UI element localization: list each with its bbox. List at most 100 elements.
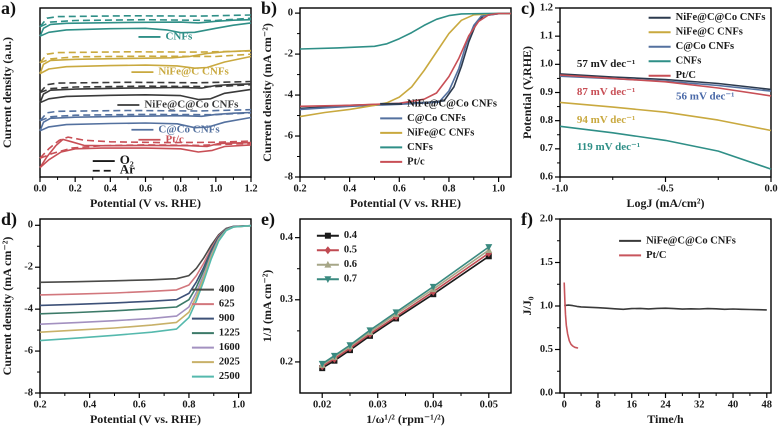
svg-text:-6: -6: [24, 345, 33, 356]
svg-text:C@Co CNFs: C@Co CNFs: [158, 123, 220, 135]
svg-text:0.3: 0.3: [280, 294, 293, 305]
svg-text:8: 8: [595, 399, 600, 410]
svg-text:Time/h: Time/h: [647, 412, 684, 426]
panel-a-label: a): [1, 0, 16, 18]
svg-text:0.8: 0.8: [182, 399, 195, 410]
svg-text:Potential (V vs. RHE): Potential (V vs. RHE): [90, 412, 201, 426]
svg-text:-8: -8: [24, 387, 33, 398]
svg-text:0.5: 0.5: [344, 245, 357, 256]
svg-text:NiFe@C@Co CNFs: NiFe@C@Co CNFs: [407, 98, 497, 109]
svg-text:Current density (a.u.): Current density (a.u.): [0, 37, 14, 148]
svg-text:Pt/c: Pt/c: [165, 133, 183, 145]
svg-text:57 mV dec⁻¹: 57 mV dec⁻¹: [577, 58, 635, 70]
svg-text:1.0: 1.0: [492, 183, 505, 194]
svg-text:-4: -4: [24, 304, 33, 315]
svg-text:1.0: 1.0: [232, 399, 245, 410]
svg-text:0.4: 0.4: [104, 183, 118, 194]
svg-text:0.7: 0.7: [540, 143, 553, 154]
svg-text:Ar: Ar: [120, 162, 135, 177]
panel-a: a) 0.0 0.2 0.4 0.6 0.8 1.0 1.2 CNFs NiFe@C CNFs N…: [0, 0, 259, 211]
panel-d: d) 0.2 0.4 0.6 0.8 1.0 0 -2 -4 -6 -8 400 625 900 1225…: [0, 209, 259, 427]
svg-text:0.0: 0.0: [33, 183, 46, 194]
panel-f-label: f): [521, 209, 533, 229]
svg-text:Potential (V,RHE): Potential (V,RHE): [520, 46, 534, 139]
svg-text:Pt/C: Pt/C: [676, 70, 696, 81]
svg-text:0.02: 0.02: [313, 399, 331, 410]
svg-text:0.4: 0.4: [343, 183, 357, 194]
svg-text:0.4: 0.4: [280, 232, 294, 243]
svg-text:2.0: 2.0: [540, 213, 553, 224]
svg-text:J/J₀: J/J₀: [520, 296, 534, 315]
svg-text:1.2: 1.2: [244, 183, 257, 194]
svg-text:NiFe@C CNFs: NiFe@C CNFs: [158, 66, 229, 78]
svg-text:1225: 1225: [219, 328, 240, 339]
svg-text:0.8: 0.8: [540, 115, 553, 126]
chart-cv-curves: 0.0 0.2 0.4 0.6 0.8 1.0 1.2 CNFs NiFe@C CNFs NiFe…: [0, 7, 258, 210]
svg-text:0.03: 0.03: [369, 399, 387, 410]
chart-stability-test: 0 8 16 24 32 40 48 0.0 0.5 1.0 1.5 2.0 NiFe@C@Co CNF…: [520, 213, 773, 426]
svg-text:0.7: 0.7: [344, 274, 357, 285]
svg-text:0.6: 0.6: [540, 171, 553, 182]
svg-text:-4: -4: [284, 89, 293, 100]
svg-text:1.1: 1.1: [540, 31, 553, 42]
svg-text:1600: 1600: [219, 342, 240, 353]
svg-text:1.2: 1.2: [540, 2, 553, 13]
svg-text:Current density (mA cm⁻²): Current density (mA cm⁻²): [0, 237, 14, 376]
svg-text:0.8: 0.8: [442, 183, 455, 194]
svg-text:1.0: 1.0: [540, 300, 553, 311]
svg-text:0.4: 0.4: [83, 399, 97, 410]
svg-text:0.4: 0.4: [344, 230, 358, 241]
chart-lsv-curves: 0.2 0.4 0.6 0.8 1.0 0 -2 -4 -6 -8 NiFe@C@Co CNFs C@…: [260, 7, 512, 210]
svg-text:0.2: 0.2: [69, 183, 82, 194]
panel-d-label: d): [1, 209, 18, 229]
panel-b: b) 0.2 0.4 0.6 0.8 1.0 0 -2 -4 -6 -8 NiFe@C@Co CNF…: [260, 0, 519, 211]
svg-text:C@Co CNFs: C@Co CNFs: [407, 113, 465, 124]
svg-text:0.6: 0.6: [393, 183, 406, 194]
svg-text:NiFe@C CNFs: NiFe@C CNFs: [407, 127, 474, 138]
svg-text:1.0: 1.0: [540, 59, 553, 70]
svg-text:O₂: O₂: [120, 152, 134, 167]
svg-text:LogJ (mA/cm²): LogJ (mA/cm²): [627, 196, 705, 210]
svg-text:24: 24: [660, 399, 671, 410]
svg-text:Current density (mA cm⁻²): Current density (mA cm⁻²): [260, 23, 274, 162]
svg-text:2025: 2025: [219, 357, 240, 368]
svg-text:Potential (V vs. RHE): Potential (V vs. RHE): [350, 196, 461, 210]
svg-text:48: 48: [762, 399, 773, 410]
svg-text:NiFe@C@Co CNFs: NiFe@C@Co CNFs: [676, 12, 766, 23]
svg-text:CNFs: CNFs: [407, 142, 433, 153]
svg-text:32: 32: [694, 399, 705, 410]
svg-text:Potential (V vs. RHE): Potential (V vs. RHE): [90, 196, 201, 210]
svg-text:0.8: 0.8: [174, 183, 187, 194]
svg-text:0.6: 0.6: [139, 183, 152, 194]
svg-text:0.5: 0.5: [540, 344, 553, 355]
svg-text:0.6: 0.6: [133, 399, 146, 410]
svg-text:1.5: 1.5: [540, 257, 553, 268]
svg-text:94 mV dec⁻¹: 94 mV dec⁻¹: [577, 114, 635, 126]
svg-text:NiFe@C CNFs: NiFe@C CNFs: [676, 27, 743, 38]
chart-tafel-plots: -1.0 -0.5 0.0 0.6 0.7 0.8 0.9 1.0 1.1 1.2 57 mV de…: [520, 2, 778, 210]
svg-text:-2: -2: [24, 262, 33, 273]
svg-text:CNFs: CNFs: [676, 56, 702, 67]
panel-c: c) -1.0 -0.5 0.0 0.6 0.7 0.8 0.9 1.0 1.1 1.2 57 mV…: [520, 0, 779, 211]
svg-text:625: 625: [219, 299, 235, 310]
svg-text:-0.5: -0.5: [657, 183, 674, 194]
svg-text:0.04: 0.04: [424, 399, 443, 410]
svg-text:Pt/c: Pt/c: [407, 156, 425, 167]
svg-text:16: 16: [626, 399, 637, 410]
svg-text:NiFe@C@Co CNFs: NiFe@C@Co CNFs: [646, 235, 736, 246]
svg-text:-8: -8: [284, 171, 293, 182]
svg-text:0: 0: [288, 8, 293, 19]
svg-text:0: 0: [562, 399, 567, 410]
svg-text:2500: 2500: [219, 371, 240, 382]
chart-koutecky-levich: 0.02 0.03 0.04 0.05 0.2 0.3 0.4 0.4 0.5 0.6 0.7 1/ω…: [260, 218, 512, 426]
svg-text:-2: -2: [284, 48, 293, 59]
svg-text:900: 900: [219, 313, 235, 324]
svg-text:CNFs: CNFs: [165, 30, 193, 42]
panel-c-label: c): [521, 0, 535, 18]
svg-text:Pt/C: Pt/C: [646, 250, 666, 261]
svg-text:400: 400: [219, 284, 235, 295]
svg-text:0: 0: [28, 220, 33, 231]
svg-text:1/ω¹/² (rpm⁻¹/²): 1/ω¹/² (rpm⁻¹/²): [366, 412, 445, 426]
svg-text:C@Co CNFs: C@Co CNFs: [676, 41, 734, 52]
